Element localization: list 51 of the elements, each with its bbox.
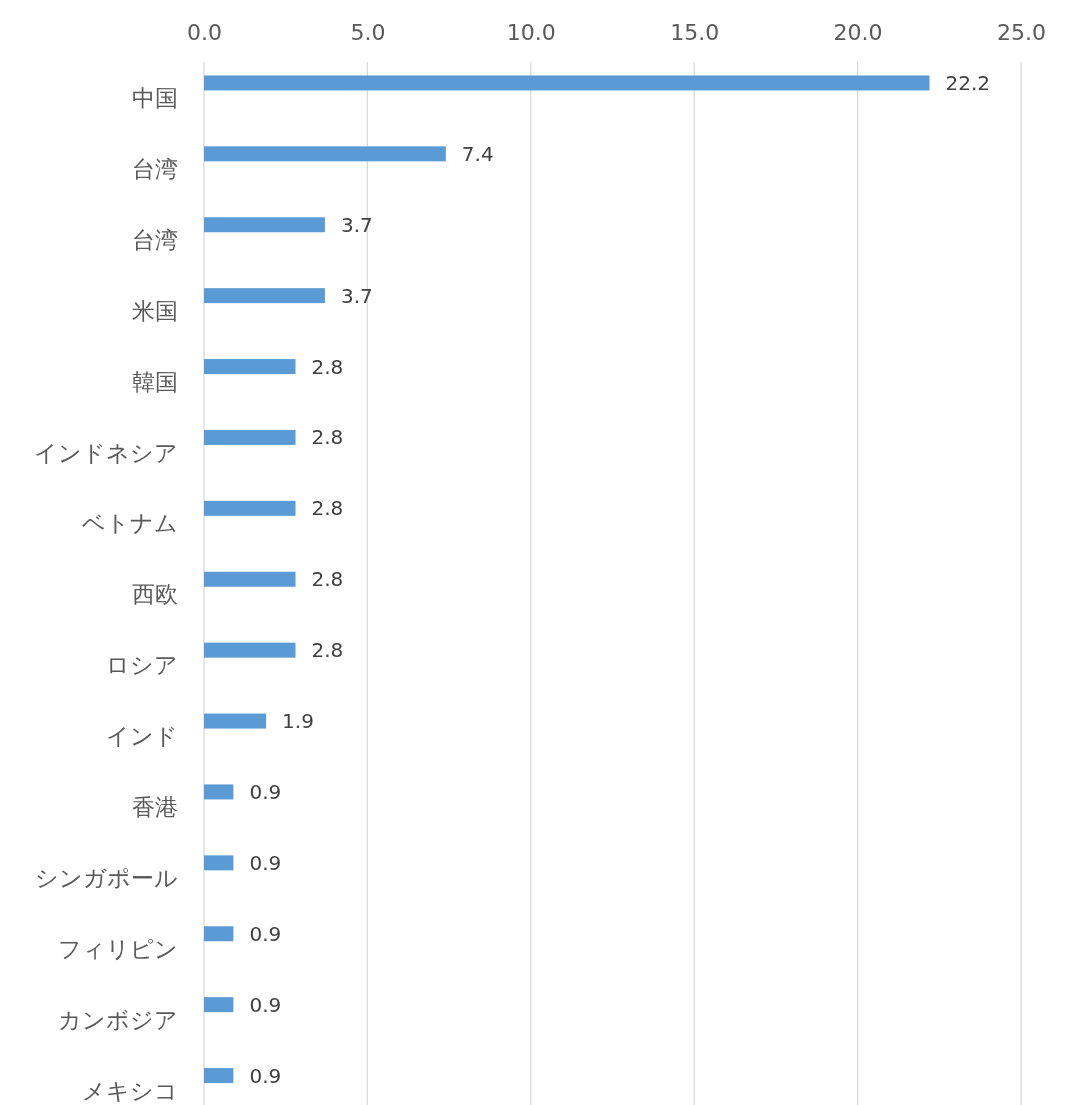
data-label: 0.9 xyxy=(249,992,282,1017)
data-label: 2.8 xyxy=(311,567,344,592)
data-label: 2.8 xyxy=(311,638,344,663)
bar xyxy=(204,926,234,942)
x-tick-label: 0.0 xyxy=(187,19,222,45)
bar xyxy=(204,500,296,516)
y-tick-label: 米国 xyxy=(132,297,178,324)
y-tick-label: シンガポール xyxy=(35,864,178,891)
data-label: 0.9 xyxy=(249,779,282,804)
data-label: 0.9 xyxy=(249,850,282,875)
data-label: 0.9 xyxy=(249,1063,282,1088)
y-tick-label: 中国 xyxy=(132,85,178,111)
data-label: 1.9 xyxy=(282,709,314,734)
x-tick-label: 10.0 xyxy=(506,19,556,45)
y-tick-label: 香港 xyxy=(132,794,178,820)
bar xyxy=(204,1068,234,1084)
y-tick-label: 韓国 xyxy=(132,368,178,395)
data-label: 2.8 xyxy=(311,354,344,379)
data-label: 2.8 xyxy=(311,425,344,450)
y-tick-label: カンボジア xyxy=(58,1006,178,1033)
y-tick-label: フィリピン xyxy=(58,935,178,962)
bar xyxy=(204,642,296,658)
bar xyxy=(204,429,296,445)
bar xyxy=(204,75,930,91)
bar xyxy=(204,997,234,1013)
data-label: 3.7 xyxy=(340,283,373,308)
y-tick-label: インドネシア xyxy=(34,439,178,466)
data-label: 22.2 xyxy=(945,70,991,95)
y-tick-label: メキシコ xyxy=(82,1077,178,1104)
x-tick-label: 5.0 xyxy=(350,19,386,45)
bar xyxy=(204,713,267,729)
bar xyxy=(204,217,325,233)
data-label: 3.7 xyxy=(340,212,373,237)
bar xyxy=(204,784,234,800)
y-tick-label: 西欧 xyxy=(132,581,178,608)
y-tick-label: 台湾 xyxy=(132,155,178,182)
y-tick-label: インド xyxy=(106,723,178,750)
x-tick-label: 20.0 xyxy=(833,19,883,45)
bar xyxy=(204,855,234,871)
data-label: 7.4 xyxy=(461,141,494,166)
bar xyxy=(204,359,296,375)
y-tick-label: ロシア xyxy=(106,652,178,679)
bar xyxy=(204,146,446,162)
bar xyxy=(204,571,296,587)
x-tick-label: 25.0 xyxy=(997,19,1046,45)
x-tick-label: 15.0 xyxy=(670,19,720,45)
data-label: 2.8 xyxy=(311,496,344,521)
data-label: 0.9 xyxy=(249,921,282,946)
bar xyxy=(204,288,325,304)
y-tick-label: ベトナム xyxy=(82,510,178,537)
y-tick-label: 台湾 xyxy=(132,226,178,253)
